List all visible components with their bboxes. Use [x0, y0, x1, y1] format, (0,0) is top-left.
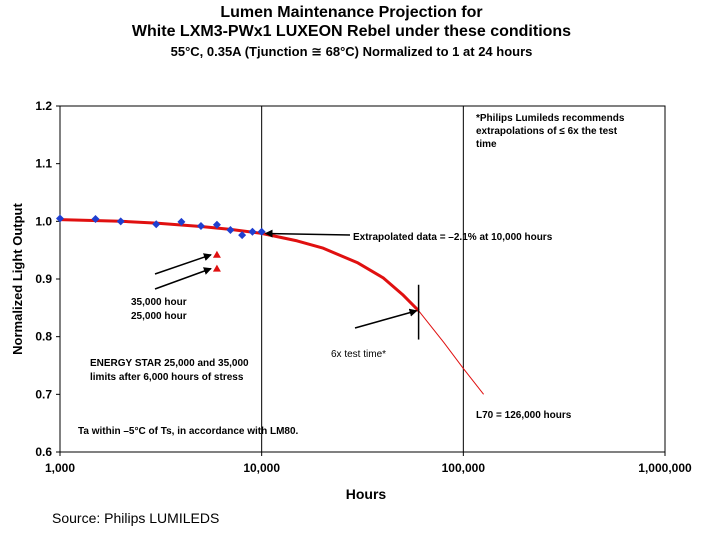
- y-axis-ticks: 0.6 0.7 0.8 0.9 1.0 1.1 1.2: [35, 99, 60, 459]
- chart-title-line2: White LXM3-PWx1 LUXEON Rebel under these…: [131, 23, 572, 40]
- grid-lines: [261, 106, 464, 452]
- measured-point: [177, 217, 186, 226]
- energy-star-line1: ENERGY STAR 25,000 and 35,000: [90, 358, 249, 369]
- energy-star-limit-marker: [212, 250, 221, 258]
- projection-solid: [59, 218, 420, 312]
- x-axis-label: Hours: [346, 486, 387, 502]
- hours-25000-label: 25,000 hour: [131, 311, 187, 322]
- arrow-25000: [154, 267, 212, 290]
- measured-point: [212, 220, 221, 229]
- energy-star-limits: [212, 250, 221, 272]
- measured-point: [56, 214, 64, 223]
- energy-star-line2: limits after 6,000 hours of stress: [90, 372, 244, 383]
- chart-subtitle: 55°C, 0.35A (Tjunction ≅ 68°C) Normalize…: [170, 44, 533, 59]
- annotation-arrows: [154, 229, 420, 340]
- measured-point: [91, 215, 100, 224]
- measured-point: [257, 227, 266, 236]
- projection-extrapolated: [418, 310, 484, 395]
- y-axis-label: Normalized Light Output: [10, 203, 25, 355]
- measured-point: [116, 217, 125, 226]
- y-tick-label: 0.6: [35, 445, 52, 459]
- x-tick-label: 100,000: [442, 461, 486, 475]
- ta-note: Ta within –5°C of Ts, in accordance with…: [78, 426, 299, 437]
- measured-point: [238, 231, 247, 240]
- measured-point: [196, 221, 205, 230]
- y-tick-label: 0.8: [35, 330, 52, 344]
- plot-area: [59, 105, 666, 453]
- y-tick-label: 1.1: [35, 157, 52, 171]
- arrow-sixx: [354, 308, 418, 329]
- y-tick-label: 1.0: [35, 214, 52, 228]
- x-tick-label: 1,000,000: [638, 461, 692, 475]
- x-tick-label: 10,000: [243, 461, 280, 475]
- projection-curve: [59, 218, 484, 395]
- measured-point: [226, 225, 235, 234]
- y-tick-label: 1.2: [35, 99, 52, 113]
- extrapolated-label: Extrapolated data = –2.1% at 10,000 hour…: [353, 232, 553, 243]
- energy-star-limit-marker: [212, 264, 221, 272]
- measured-points: [56, 214, 266, 240]
- chart-title-line1: Lumen Maintenance Projection for: [220, 4, 483, 21]
- x-axis-ticks: 1,000 10,000 100,000 1,000,000: [45, 452, 692, 475]
- measured-point: [248, 227, 257, 236]
- note-line3: time: [476, 139, 497, 150]
- hours-35000-label: 35,000 hour: [131, 297, 187, 308]
- y-tick-label: 0.9: [35, 272, 52, 286]
- note-line2: extrapolations of ≤ 6x the test: [476, 126, 618, 137]
- y-tick-label: 0.7: [35, 387, 52, 401]
- x-tick-label: 1,000: [45, 461, 75, 475]
- arrow-extrapolated: [264, 229, 351, 238]
- arrow-35000: [154, 253, 212, 275]
- note-line1: *Philips Lumileds recommends: [476, 113, 625, 124]
- l70-label: L70 = 126,000 hours: [476, 410, 572, 421]
- measured-point: [152, 220, 161, 229]
- annotations: *Philips Lumileds recommends extrapolati…: [78, 113, 625, 437]
- sixx-label: 6x test time*: [331, 349, 386, 360]
- source-note: Source: Philips LUMILEDS: [52, 510, 220, 526]
